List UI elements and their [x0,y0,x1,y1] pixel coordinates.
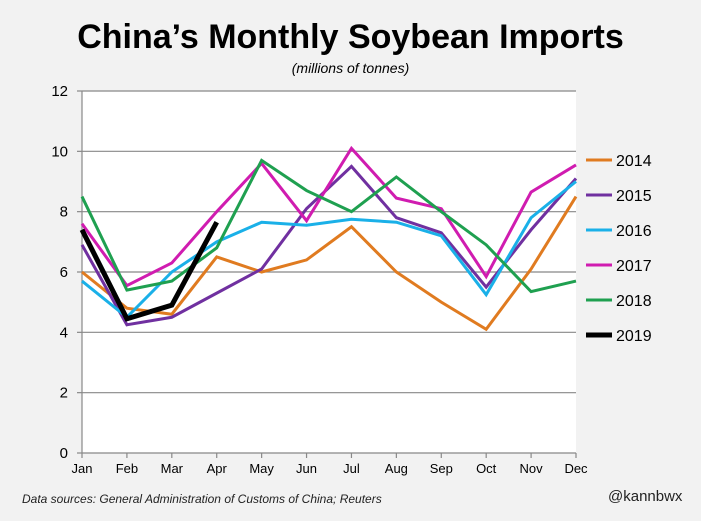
x-tick-label: Dec [564,461,588,476]
series-line-2014 [81,195,578,332]
chart-subtitle: (millions of tonnes) [291,60,410,76]
y-tick-label: 2 [60,385,68,402]
x-tick-label: Sep [430,461,453,476]
series-line-2015 [80,164,578,327]
x-tick-label: Oct [476,461,497,476]
series-line-2016 [81,180,577,320]
x-tick-label: Mar [161,461,184,476]
y-tick-label: 10 [51,143,68,160]
x-tick-label: Jan [72,461,93,476]
y-tick-label: 6 [60,264,68,281]
x-tick-label: Jun [296,461,317,476]
x-tick-label: Aug [385,461,408,476]
series-line-2018 [80,158,577,294]
chart-title: China’s Monthly Soybean Imports [77,18,624,56]
legend-label-2018: 2018 [616,293,652,310]
author-handle: @kannbwx [608,488,683,505]
legend-label-2014: 2014 [616,153,652,170]
legend-label-2017: 2017 [616,258,652,275]
series-line-2019 [79,221,219,322]
x-tick-label: Apr [207,461,228,476]
x-tick-label: Jul [343,461,360,476]
data-source-note: Data sources: General Administration of … [22,492,382,506]
y-tick-label: 8 [60,204,68,221]
x-tick-label: Feb [116,461,138,476]
y-tick-label: 4 [60,324,68,341]
y-tick-label: 0 [60,445,68,462]
y-tick-label: 12 [51,83,68,100]
x-tick-label: May [249,461,274,476]
legend-label-2015: 2015 [616,188,652,205]
series-line-2017 [80,145,577,288]
x-tick-label: Nov [520,461,544,476]
legend-label-2019: 2019 [616,328,652,345]
legend-label-2016: 2016 [616,223,652,240]
